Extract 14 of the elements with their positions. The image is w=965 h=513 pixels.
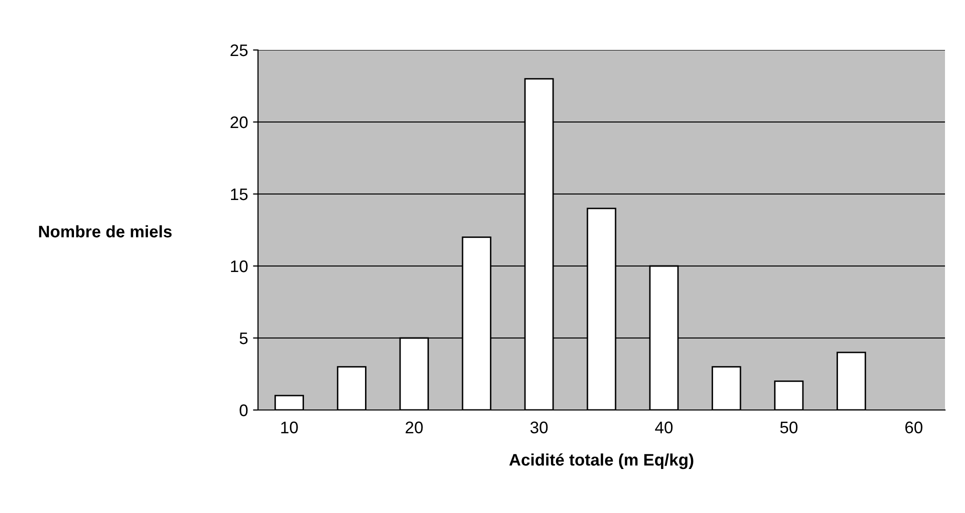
x-tick-label: 60 (905, 422, 922, 434)
x-axis-title: Acidité totale (m Eq/kg) (509, 453, 694, 470)
y-tick-label: 20 (230, 116, 248, 128)
x-tick-label: 20 (406, 422, 423, 434)
y-tick-label: 10 (231, 260, 248, 272)
y-axis-title: Nombre de miels (39, 225, 172, 238)
x-tick-label: 50 (780, 422, 798, 434)
y-tick-label: 5 (240, 332, 248, 344)
y-tick-label: 0 (240, 404, 248, 416)
x-tick-label: 40 (655, 422, 673, 434)
x-tick-label: 30 (530, 422, 548, 434)
y-tick-label: 25 (230, 44, 248, 56)
x-tick-label: 10 (281, 422, 298, 434)
y-tick-label: 15 (231, 188, 248, 200)
